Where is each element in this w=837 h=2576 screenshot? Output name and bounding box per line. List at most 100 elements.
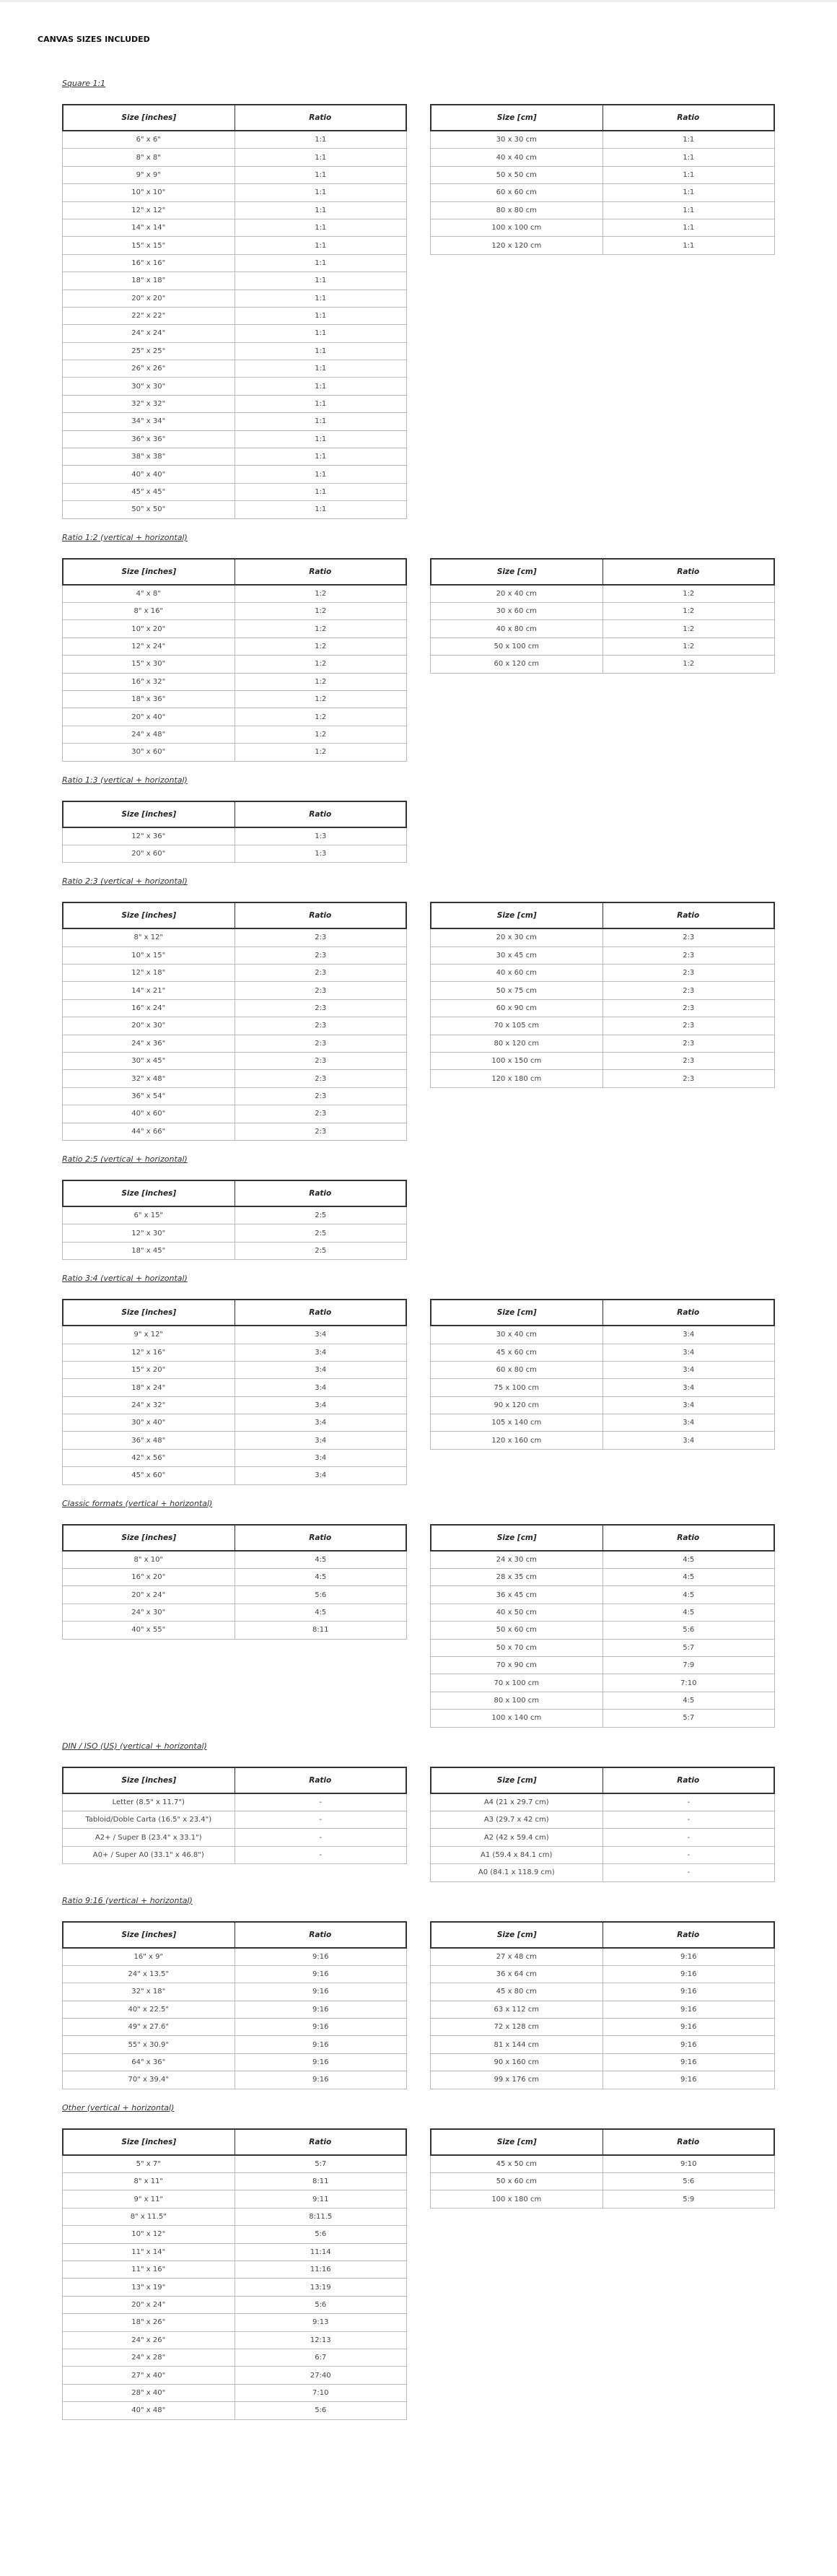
- tables-row: Size [inches] Ratio 6" x 6" 1:1 8" x 8" 1:1 9"…: [62, 104, 775, 519]
- table-cell: 2:3: [234, 1035, 407, 1053]
- table-row: 10" x 10" 1:1: [62, 184, 407, 202]
- table-header: Size [cm] Ratio: [430, 902, 775, 930]
- table-cell: 9:16: [234, 1965, 407, 1983]
- table-cell: 80 x 100 cm: [494, 1696, 539, 1705]
- table-row: 24" x 32" 3:4: [62, 1396, 407, 1415]
- table-cell: 3:4: [234, 1449, 407, 1467]
- table-cell: 1:1: [234, 166, 407, 184]
- table-cell: 3:4: [234, 1414, 407, 1432]
- table-cell: 1:1: [602, 201, 775, 219]
- header-cell: Ratio: [234, 1922, 406, 1947]
- table-row: 24" x 24" 1:1: [62, 325, 407, 343]
- table-cell: 2:3: [602, 947, 775, 965]
- table-row: 32" x 18" 9:16: [62, 1983, 407, 2001]
- table-header: Size [cm] Ratio: [430, 1766, 775, 1794]
- table-cell: 4:5: [602, 1692, 775, 1710]
- table-cell: 3:4: [602, 1361, 775, 1379]
- table-row: 45 x 50 cm 9:10: [430, 2155, 775, 2174]
- section: Ratio 2:3 (vertical + horizontal) Size [i…: [62, 876, 775, 1141]
- table-cell: 9:16: [234, 2036, 407, 2053]
- table-cell: -: [602, 1811, 775, 1829]
- table-cell: 9" x 11": [133, 2195, 164, 2203]
- table-cell: 30 x 60 cm: [496, 607, 537, 616]
- table-cell: 9:13: [234, 2314, 407, 2331]
- table-cell: 40" x 22.5": [128, 2005, 169, 2014]
- table-cell: 20" x 30": [131, 1022, 166, 1030]
- table-cell: 40" x 40": [131, 470, 166, 479]
- table-cell: 5:6: [234, 2226, 407, 2243]
- table-row: 20" x 40" 1:2: [62, 708, 407, 726]
- page-title: CANVAS SIZES INCLUDED: [38, 35, 150, 44]
- table-row: 14" x 21" 2:3: [62, 982, 407, 1000]
- header-cell: Ratio: [234, 801, 406, 827]
- table-cell: 28 x 35 cm: [496, 1573, 537, 1582]
- table-cell: 55" x 30.9": [128, 2040, 169, 2049]
- table-cell: 5:7: [234, 2155, 407, 2173]
- section: Ratio 2:5 (vertical + horizontal) Size [i…: [62, 1154, 775, 1261]
- table-cell: A1 (59.4 x 84.1 cm): [481, 1850, 553, 1859]
- table-cell: 16" x 32": [131, 677, 166, 686]
- table-row: 20" x 20" 1:1: [62, 290, 407, 308]
- table-cell: 3:4: [234, 1379, 407, 1396]
- table-row: 18" x 45" 2:5: [62, 1242, 407, 1261]
- table-cell: 36" x 54": [131, 1092, 166, 1100]
- header-cell: Ratio: [234, 1300, 406, 1326]
- table-cell: 1:1: [234, 466, 407, 483]
- table-cell: 8:11: [234, 1622, 407, 1639]
- table-cell: 5:7: [602, 1639, 775, 1656]
- table-row: 100 x 180 cm 5:9: [430, 2190, 775, 2209]
- table-row: 15" x 15" 1:1: [62, 237, 407, 255]
- table-cell: 99 x 176 cm: [494, 2076, 539, 2084]
- table-cell: 70 x 105 cm: [494, 1022, 539, 1030]
- table-cell: 50 x 60 cm: [496, 1626, 537, 1635]
- table-cell: A4 (21 x 29.7 cm): [483, 1798, 549, 1806]
- table-row: 34" x 34" 1:1: [62, 413, 407, 431]
- table-cell: 60 x 120 cm: [494, 660, 539, 669]
- table-cell: 16" x 24": [131, 1004, 166, 1013]
- header-cell: Size [inches]: [121, 1188, 177, 1198]
- table-cell: -: [602, 1793, 775, 1811]
- table-cell: Tabloid/Doble Carta (16.5" x 23.4"): [85, 1816, 212, 1824]
- table-cell: 1:1: [234, 378, 407, 395]
- table-row: 24" x 13.5" 9:16: [62, 1965, 407, 1984]
- table-cell: 1:2: [234, 638, 407, 656]
- header-cell: Size [cm]: [496, 2137, 537, 2146]
- table-cell: 8" x 10": [133, 1555, 164, 1564]
- table-header: Size [inches] Ratio: [62, 902, 407, 930]
- table-cell: 44" x 66": [131, 1127, 166, 1136]
- table-cell: 1:2: [234, 744, 407, 761]
- table-cell: 38" x 38": [131, 453, 166, 461]
- table-cell: 12" x 24": [131, 642, 166, 650]
- table-cell: 5:6: [602, 2173, 775, 2190]
- table-row: 8" x 11" 8:11: [62, 2173, 407, 2191]
- table-row: 4" x 8" 1:2: [62, 585, 407, 603]
- table-cell: 7:9: [602, 1657, 775, 1674]
- table-cell: 26" x 26": [131, 365, 166, 373]
- header-cell: Size [inches]: [121, 1308, 177, 1318]
- table-row: 30" x 30" 1:1: [62, 378, 407, 396]
- table-cell: 60 x 90 cm: [496, 1004, 537, 1013]
- table-cell: 9:16: [602, 2071, 775, 2089]
- table-cell: 9:16: [234, 1948, 407, 1965]
- table-cell: 45 x 50 cm: [496, 2159, 537, 2168]
- table-cell: 28" x 40": [131, 2388, 166, 2397]
- section: Square 1:1 Size [inches] Ratio 6" x 6" 1:1 8"…: [62, 78, 775, 519]
- table-cell: 13:19: [234, 2279, 407, 2296]
- table-cell: -: [602, 1829, 775, 1846]
- table-cell: 40 x 80 cm: [496, 625, 537, 633]
- table-row: 40" x 22.5" 9:16: [62, 2001, 407, 2019]
- table-cell: 4:5: [602, 1586, 775, 1604]
- table-cell: -: [234, 1811, 407, 1829]
- table-row: 8" x 10" 4:5: [62, 1551, 407, 1570]
- table-cell: 1:2: [234, 620, 407, 638]
- table-cell: 16" x 9": [133, 1952, 164, 1961]
- table-cell: 12" x 16": [131, 1348, 166, 1357]
- size-table: Size [cm] Ratio 45 x 50 cm 9:10 50 x 60 cm 5:…: [430, 2128, 775, 2420]
- table-cell: 40 x 50 cm: [496, 1609, 537, 1617]
- section: DIN / ISO (US) (vertical + horizontal) Si…: [62, 1741, 775, 1882]
- section-title: Other (vertical + horizontal): [62, 2102, 175, 2112]
- table-cell: 9:16: [602, 2001, 775, 2019]
- table-cell: 12" x 18": [131, 969, 166, 978]
- table-cell: 1:2: [234, 656, 407, 673]
- table-cell: 14" x 14": [131, 224, 166, 232]
